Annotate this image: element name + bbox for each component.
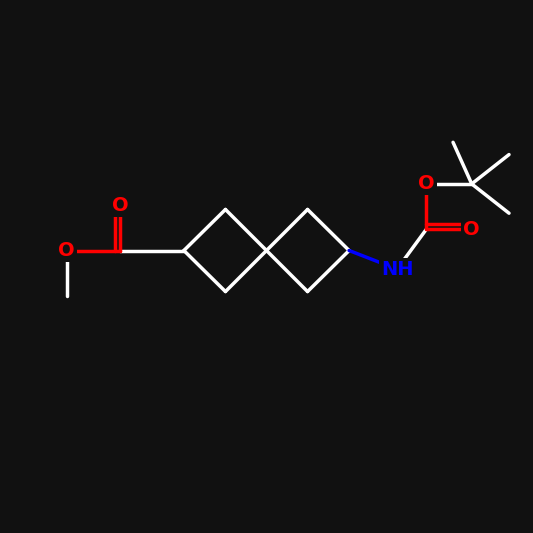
Text: O: O [418, 174, 435, 193]
Text: NH: NH [381, 260, 413, 279]
Text: O: O [463, 220, 480, 239]
Text: O: O [58, 241, 75, 260]
Text: O: O [111, 196, 128, 215]
